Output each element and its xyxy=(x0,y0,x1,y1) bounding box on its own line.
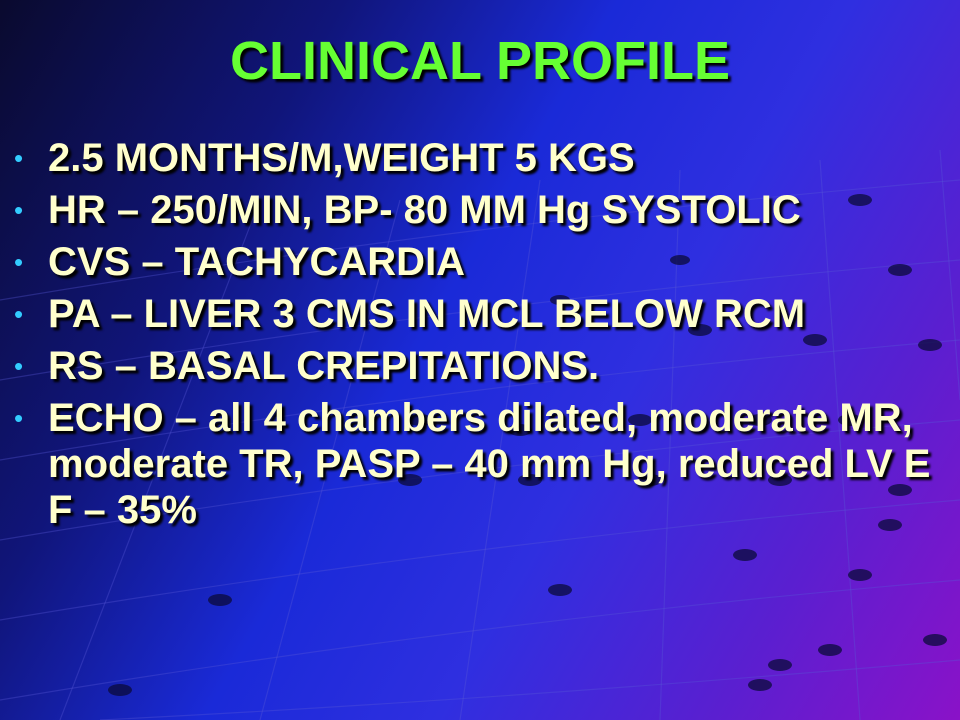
bullet-item: • 2.5 MONTHS/M,WEIGHT 5 KGS xyxy=(12,135,957,181)
bullet-dot-icon: • xyxy=(14,195,24,225)
bullet-text: RS – BASAL CREPITATIONS. xyxy=(48,344,600,388)
bullet-text: PA – LIVER 3 CMS IN MCL BELOW RCM xyxy=(48,292,806,336)
bullet-dot-icon: • xyxy=(14,247,24,277)
bullet-dot-icon: • xyxy=(14,403,24,433)
bullet-dot-icon: • xyxy=(14,143,24,173)
bullet-text: HR – 250/MIN, BP- 80 MM Hg SYSTOLIC xyxy=(48,188,801,232)
bullet-item: • PA – LIVER 3 CMS IN MCL BELOW RCM xyxy=(12,291,957,337)
bullet-item: • CVS – TACHYCARDIA xyxy=(12,239,957,285)
bullet-list: • 2.5 MONTHS/M,WEIGHT 5 KGS • HR – 250/M… xyxy=(12,135,957,539)
bullet-item: • RS – BASAL CREPITATIONS. xyxy=(12,343,957,389)
bullet-item: • HR – 250/MIN, BP- 80 MM Hg SYSTOLIC xyxy=(12,187,957,233)
bullet-text: ECHO – all 4 chambers dilated, moderate … xyxy=(48,396,931,532)
bullet-item: • ECHO – all 4 chambers dilated, moderat… xyxy=(12,395,957,533)
bullet-dot-icon: • xyxy=(14,299,24,329)
bullet-dot-icon: • xyxy=(14,351,24,381)
slide-title: CLINICAL PROFILE xyxy=(229,31,730,91)
bullet-text: 2.5 MONTHS/M,WEIGHT 5 KGS xyxy=(48,136,635,180)
bullet-text: CVS – TACHYCARDIA xyxy=(48,240,466,284)
